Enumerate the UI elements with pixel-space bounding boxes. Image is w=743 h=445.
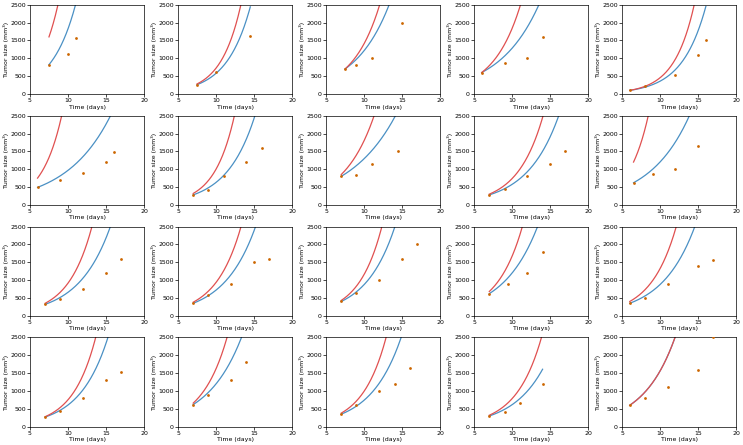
X-axis label: Time (days): Time (days) [68, 215, 106, 220]
X-axis label: Time (days): Time (days) [68, 326, 106, 332]
Y-axis label: Tumor size (mm³): Tumor size (mm³) [447, 133, 453, 188]
Y-axis label: Tumor size (mm³): Tumor size (mm³) [299, 22, 305, 77]
X-axis label: Time (days): Time (days) [365, 215, 402, 220]
X-axis label: Time (days): Time (days) [68, 105, 106, 109]
X-axis label: Time (days): Time (days) [513, 215, 550, 220]
X-axis label: Time (days): Time (days) [661, 437, 698, 442]
X-axis label: Time (days): Time (days) [513, 105, 550, 109]
Y-axis label: Tumor size (mm³): Tumor size (mm³) [447, 243, 453, 299]
Y-axis label: Tumor size (mm³): Tumor size (mm³) [151, 133, 157, 188]
X-axis label: Time (days): Time (days) [513, 437, 550, 442]
Y-axis label: Tumor size (mm³): Tumor size (mm³) [3, 243, 9, 299]
X-axis label: Time (days): Time (days) [661, 215, 698, 220]
X-axis label: Time (days): Time (days) [216, 326, 253, 332]
Y-axis label: Tumor size (mm³): Tumor size (mm³) [151, 243, 157, 299]
X-axis label: Time (days): Time (days) [513, 326, 550, 332]
Y-axis label: Tumor size (mm³): Tumor size (mm³) [299, 133, 305, 188]
Y-axis label: Tumor size (mm³): Tumor size (mm³) [151, 355, 157, 410]
Y-axis label: Tumor size (mm³): Tumor size (mm³) [3, 133, 9, 188]
Y-axis label: Tumor size (mm³): Tumor size (mm³) [3, 355, 9, 410]
X-axis label: Time (days): Time (days) [68, 437, 106, 442]
Y-axis label: Tumor size (mm³): Tumor size (mm³) [595, 243, 601, 299]
Y-axis label: Tumor size (mm³): Tumor size (mm³) [3, 22, 9, 77]
X-axis label: Time (days): Time (days) [216, 215, 253, 220]
X-axis label: Time (days): Time (days) [216, 105, 253, 109]
X-axis label: Time (days): Time (days) [365, 326, 402, 332]
Y-axis label: Tumor size (mm³): Tumor size (mm³) [595, 22, 601, 77]
Y-axis label: Tumor size (mm³): Tumor size (mm³) [447, 22, 453, 77]
X-axis label: Time (days): Time (days) [216, 437, 253, 442]
Y-axis label: Tumor size (mm³): Tumor size (mm³) [447, 355, 453, 410]
Y-axis label: Tumor size (mm³): Tumor size (mm³) [151, 22, 157, 77]
X-axis label: Time (days): Time (days) [365, 105, 402, 109]
Y-axis label: Tumor size (mm³): Tumor size (mm³) [595, 355, 601, 410]
X-axis label: Time (days): Time (days) [365, 437, 402, 442]
Y-axis label: Tumor size (mm³): Tumor size (mm³) [299, 243, 305, 299]
X-axis label: Time (days): Time (days) [661, 105, 698, 109]
Y-axis label: Tumor size (mm³): Tumor size (mm³) [299, 355, 305, 410]
X-axis label: Time (days): Time (days) [661, 326, 698, 332]
Y-axis label: Tumor size (mm³): Tumor size (mm³) [595, 133, 601, 188]
